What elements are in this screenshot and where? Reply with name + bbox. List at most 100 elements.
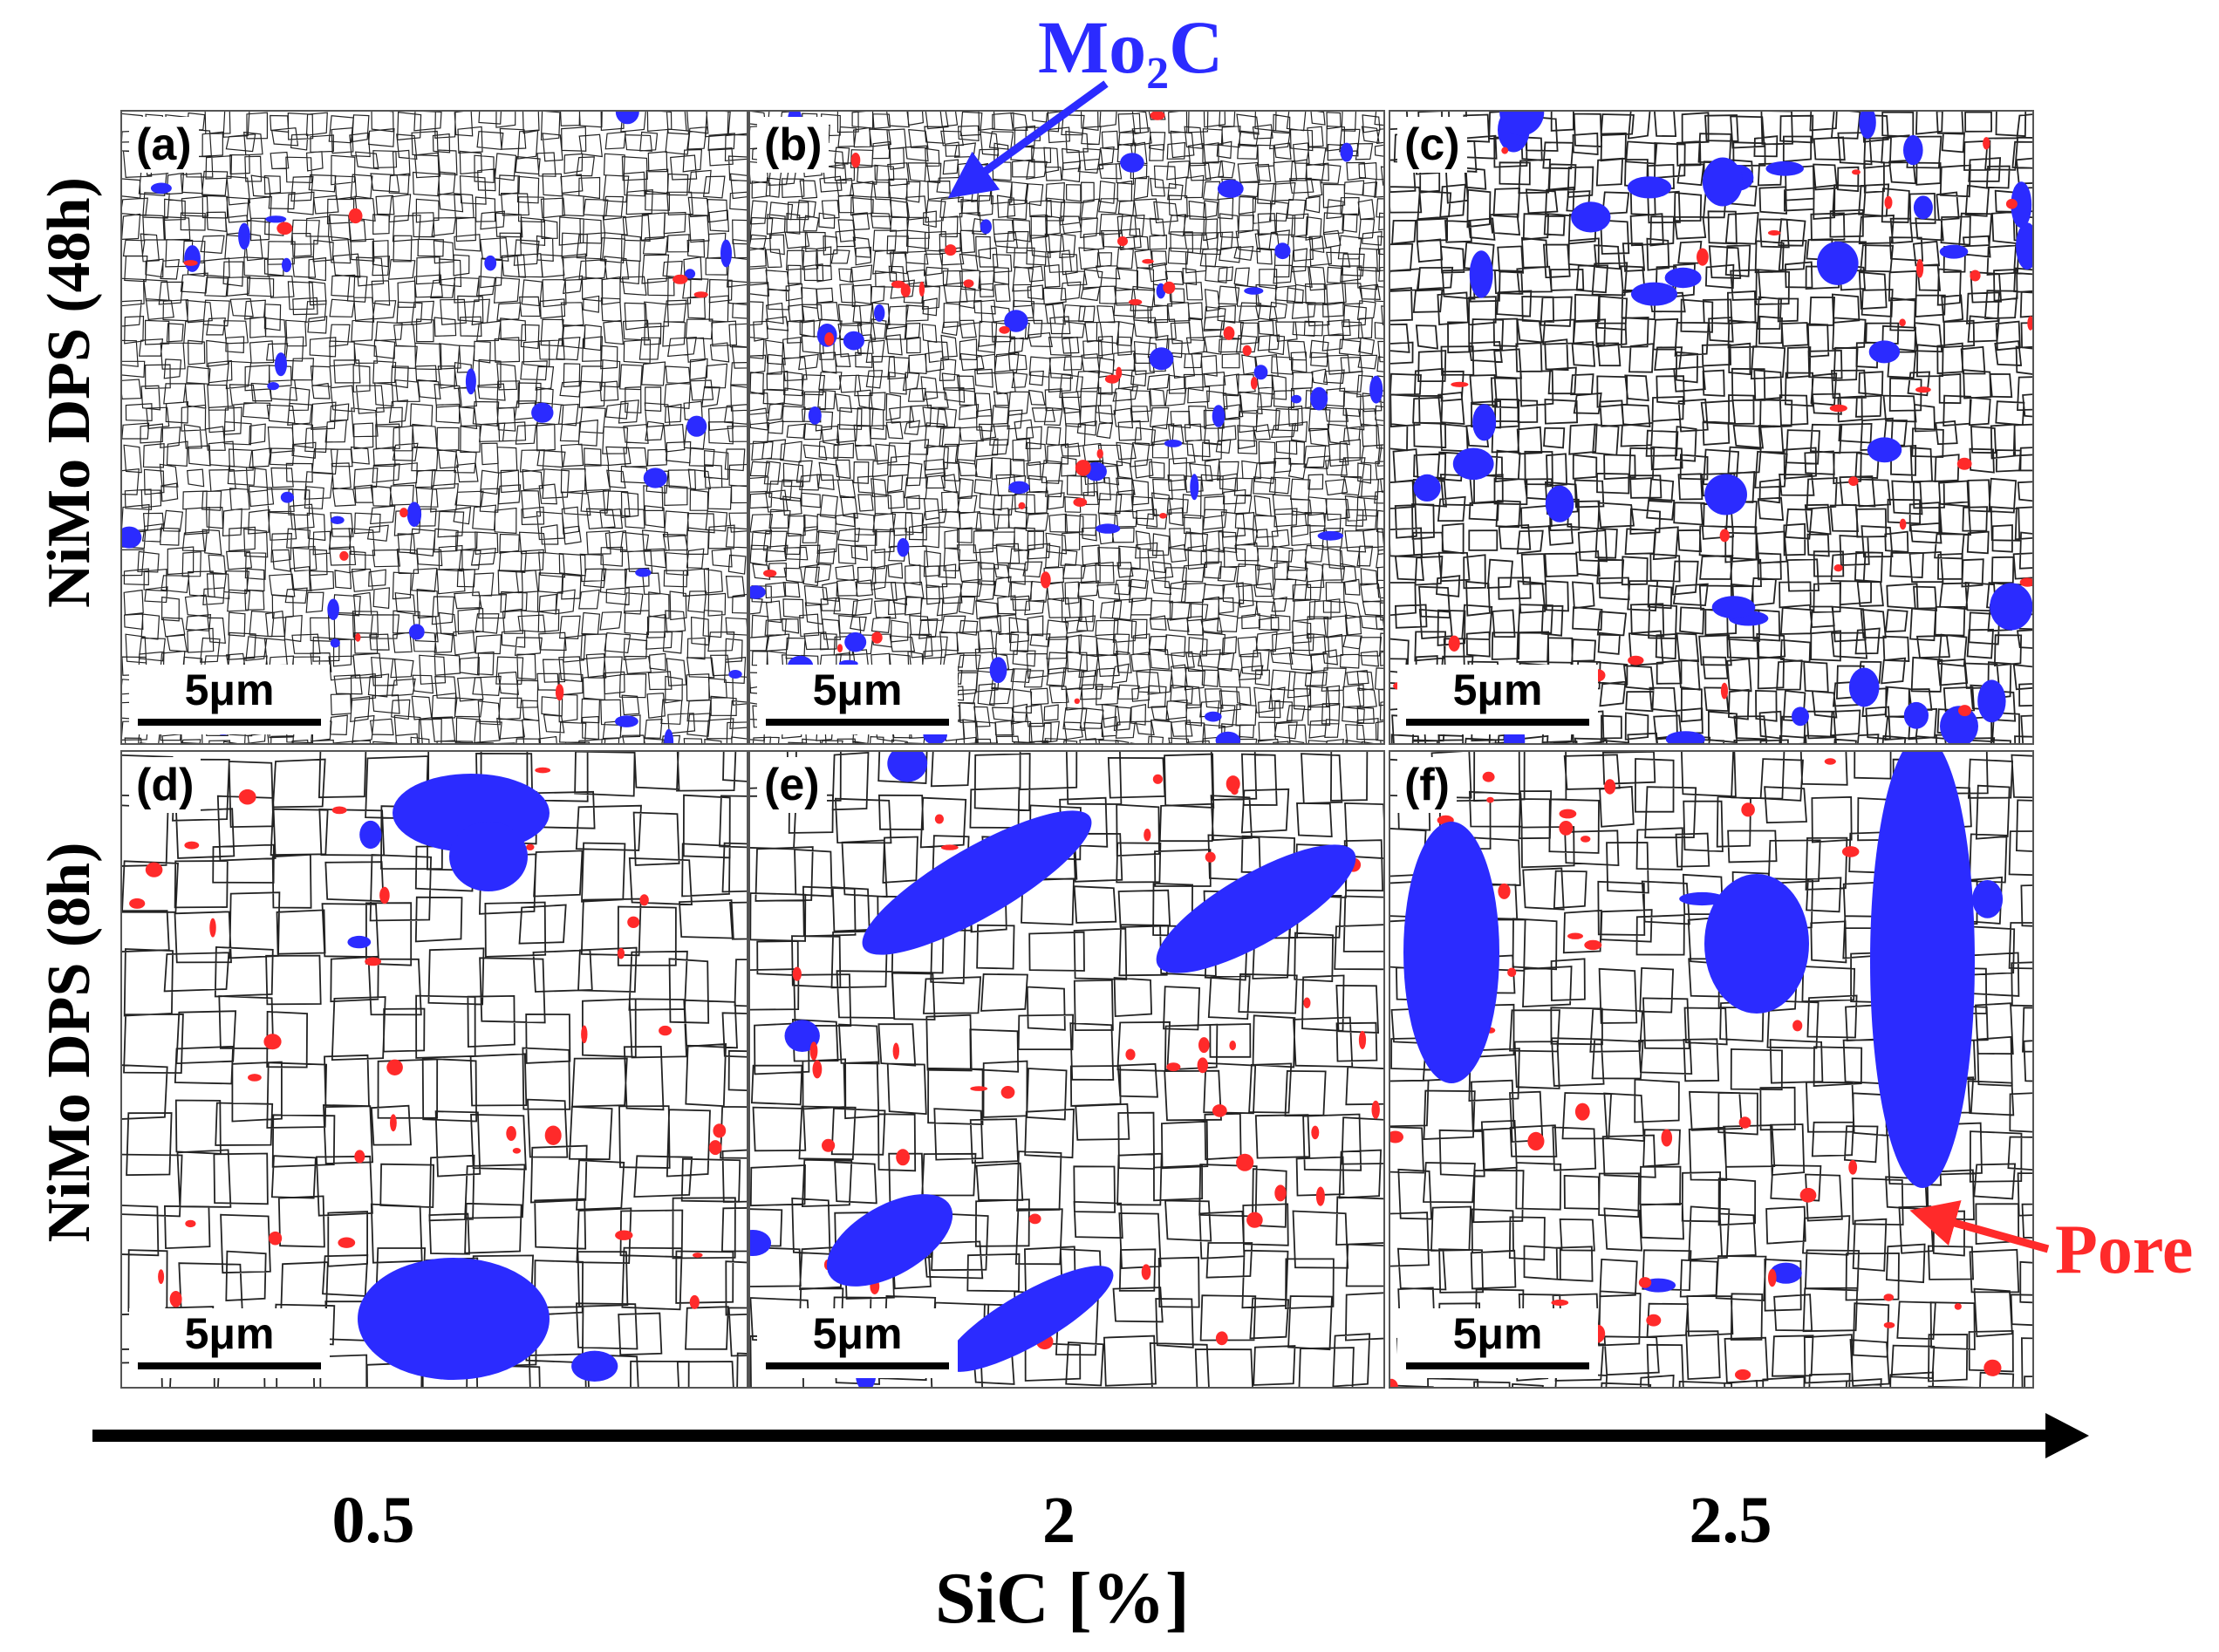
pore-particle [1390, 1130, 1403, 1143]
pore-particle [365, 957, 381, 966]
mo2c-particle [347, 935, 372, 949]
pore-particle [1628, 655, 1644, 666]
pore-particle [871, 631, 883, 644]
mo2c-particle [484, 255, 497, 271]
pore-particle [1152, 774, 1163, 784]
pore-particle [1661, 1129, 1673, 1147]
pore-particle [763, 570, 777, 577]
pore-particle [900, 283, 911, 297]
pore-particle [1848, 1159, 1858, 1175]
pore-particle [338, 1237, 356, 1248]
mo2c-particle [1765, 160, 1804, 176]
panel-f: (f) 5μm [1389, 750, 2034, 1389]
mo2c-particle [2011, 181, 2032, 229]
pore-particle [1215, 1331, 1228, 1346]
mo2c-particle [750, 1230, 772, 1256]
mo2c-particle [150, 182, 172, 195]
mo2c-particle [1253, 365, 1268, 380]
mo2c-particle [1274, 242, 1291, 260]
pore-particle [348, 208, 363, 224]
pore-particle [1166, 1062, 1181, 1072]
mo2c-particle [330, 515, 345, 524]
pore-particle [999, 325, 1010, 334]
mo2c-agglomerate [449, 822, 528, 891]
tick-2-5: 2.5 [1689, 1484, 1772, 1557]
mo2c-particle [1679, 891, 1725, 906]
mo2c-particle [989, 657, 1007, 684]
pore-particle [1638, 1277, 1652, 1288]
mo2c-particle [728, 670, 742, 679]
pore-particle [1159, 513, 1167, 519]
pore-particle [555, 684, 564, 701]
pore-particle [812, 1060, 823, 1079]
pore-particle [169, 1291, 182, 1307]
mo2c-particle [1627, 176, 1672, 199]
pore-particle [1197, 1057, 1208, 1074]
pore-particle [693, 1253, 703, 1258]
pore-particle [1448, 635, 1460, 652]
pore-particle [1799, 1187, 1817, 1203]
mo2c-particle [1095, 523, 1121, 534]
mo2c-particle [1217, 179, 1244, 198]
pore-particle [1551, 1299, 1569, 1307]
pore-particle [1498, 883, 1511, 899]
pore-particle [2027, 316, 2032, 331]
pore-particle [1018, 502, 1026, 509]
mo2c-particle [1792, 707, 1809, 727]
mo2c-particle [1868, 340, 1901, 364]
pore-particle [1028, 1213, 1041, 1225]
pore-particle [1527, 1131, 1545, 1150]
pore-particle [713, 1123, 727, 1138]
mo2c-particle [1631, 282, 1677, 306]
pore-particle [512, 1148, 522, 1154]
pore-particle [1163, 281, 1176, 294]
pore-particle [209, 918, 216, 938]
mo2c-agglomerate [358, 1258, 550, 1380]
mo2c-particle [643, 468, 667, 488]
pore-particle [892, 1042, 899, 1060]
pore-particle [1574, 1102, 1590, 1121]
pore-particle [1604, 779, 1616, 795]
mo2c-particle [720, 239, 732, 268]
mo2c-particle [1913, 195, 1933, 220]
pore-particle [1315, 1186, 1325, 1206]
panel-e: (e) 5μm [748, 750, 1385, 1389]
mo2c-particle [1770, 1262, 1802, 1284]
pore-particle [1096, 448, 1103, 459]
mo2c-particle [615, 715, 638, 727]
scale-bar-f: 5μm [1397, 1308, 1598, 1378]
pore-particle [1833, 564, 1843, 572]
mo2c-agglomerate [862, 810, 1092, 955]
pore-particle [1205, 851, 1216, 863]
mo2c-agglomerate [1403, 822, 1499, 1083]
pore-particle [2005, 199, 2018, 209]
pore-particle [963, 279, 974, 288]
pore-particle [1150, 112, 1165, 120]
mo2c-particle [1008, 481, 1030, 495]
pore-particle [354, 1150, 365, 1164]
mo2c-particle [1903, 701, 1929, 729]
pore-particle [1768, 1268, 1777, 1287]
pore-particle [1954, 1303, 1962, 1310]
pore-particle [1229, 1041, 1236, 1051]
pore-particle [1848, 476, 1859, 487]
pore-particle [248, 1074, 262, 1082]
mo2c-particle [686, 415, 707, 437]
panel-label-b: (b) [757, 117, 830, 173]
mo2c-particle [1665, 731, 1705, 743]
mo2c-agglomerate [945, 1266, 1114, 1372]
mo2c-particle [1545, 485, 1574, 522]
pore-particle [1117, 236, 1128, 247]
mo2c-particle [897, 537, 910, 557]
mo2c-particle [980, 219, 992, 235]
tick-2: 2 [1042, 1484, 1075, 1557]
pore-particle [1719, 529, 1730, 543]
mo2c-particle [571, 1350, 618, 1382]
pore-particle [708, 1140, 722, 1156]
pore-particle [617, 947, 625, 959]
scale-bar-e: 5μm [757, 1308, 958, 1378]
pore-particle [1246, 1212, 1263, 1228]
pore-particle [1128, 298, 1143, 305]
mo2c-particle [1990, 583, 2032, 631]
